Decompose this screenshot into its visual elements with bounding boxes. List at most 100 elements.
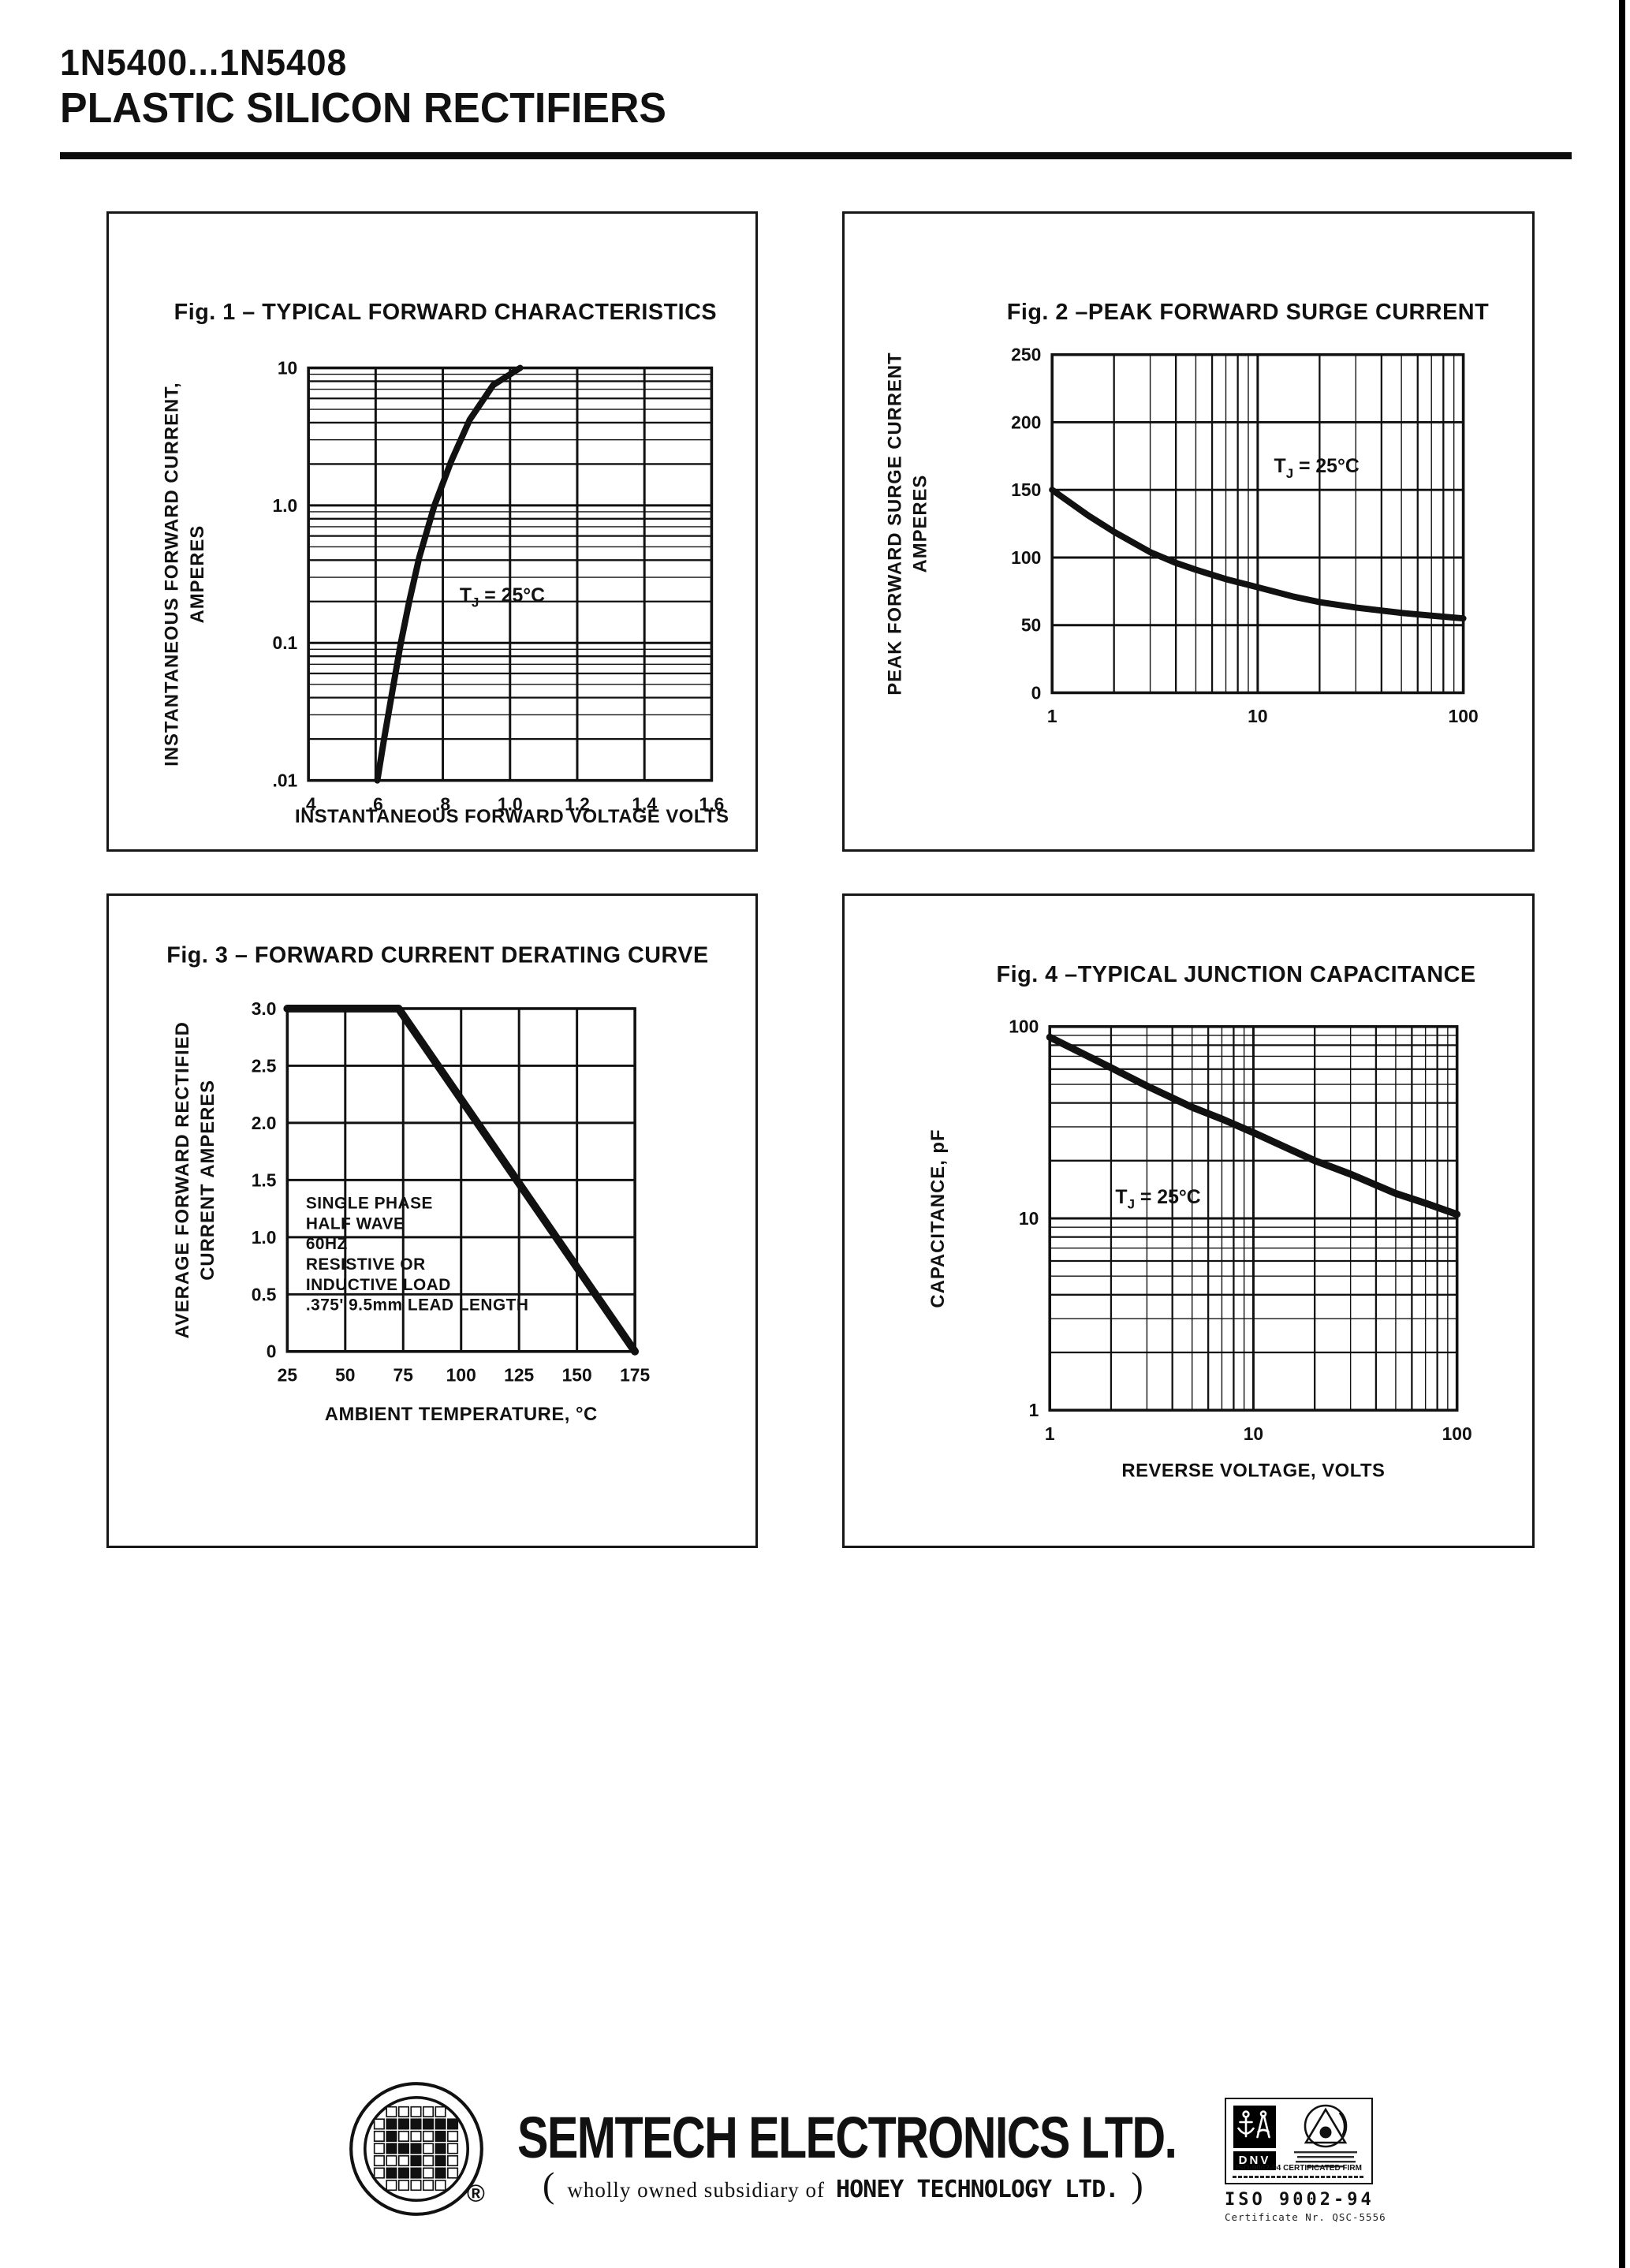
logo-pixel [410, 2167, 422, 2179]
y-tick-label: 100 [1009, 1016, 1039, 1037]
logo-pixel [386, 2106, 397, 2117]
part-number-range: 1N5400...1N5408 [60, 42, 348, 83]
fig2-curve-surge-current [1049, 487, 1467, 622]
logo-pixel [397, 2154, 409, 2167]
logo-pixel [386, 2167, 397, 2179]
fig1-chart: 101.00.1.01.4.6.8 1.0 1.2 1.4 1.6INSTANTANEO… [161, 300, 729, 827]
x-axis-label: AMBIENT TEMPERATURE, °C [325, 1404, 598, 1425]
x-tick-label: 1 [1047, 706, 1057, 726]
y-tick-label: 200 [1011, 412, 1041, 432]
logo-pixel [422, 2130, 435, 2142]
logo-pixel [386, 2118, 397, 2130]
x-tick-label: 1.6 [699, 793, 725, 814]
open-paren: ( [543, 2165, 555, 2205]
y-tick-label: 1.5 [252, 1169, 277, 1190]
load-condition-note: 60HZ [306, 1235, 348, 1253]
tj-annotation: TJ = 25°C [1115, 1187, 1200, 1212]
y-axis-label: PEAK FORWARD SURGE CURRENT [885, 352, 906, 695]
y-axis-label: AVERAGE FORWARD RECTIFIED [172, 1021, 193, 1338]
fig4-curve-junction-capacitance [1046, 1033, 1461, 1218]
y-tick-label: .01 [273, 770, 298, 791]
logo-pixel [435, 2143, 446, 2154]
anchor-icon [1237, 2110, 1270, 2139]
x-tick-label: 75 [394, 1365, 414, 1386]
page-title: PLASTIC SILICON RECTIFIERS [60, 84, 667, 132]
load-condition-note: HALF WAVE [306, 1214, 405, 1233]
x-tick-label: 1.0 [498, 793, 523, 814]
semtech-logo [347, 2080, 486, 2218]
accreditation-emblem-icon [1294, 2104, 1357, 2168]
figure-title: Fig. 1 – TYPICAL FORWARD CHARACTERISTICS [174, 300, 717, 325]
y-tick-label: 0.5 [252, 1284, 277, 1304]
logo-outer-ring [349, 2082, 483, 2216]
x-tick-label: 1.2 [565, 793, 590, 814]
x-tick-label: 100 [1442, 1423, 1472, 1444]
y-tick-label: 2.0 [252, 1113, 277, 1133]
y-axis-label: INSTANTANEOUS FORWARD CURRENT, [161, 382, 182, 766]
y-tick-label: 1.0 [252, 1227, 277, 1248]
x-axis-label: REVERSE VOLTAGE, VOLTS [1121, 1460, 1385, 1482]
y-tick-label: 10 [1019, 1208, 1039, 1229]
y-tick-label: 3.0 [252, 998, 277, 1019]
logo-pixel [447, 2130, 459, 2142]
x-axis-label: INSTANTANEOUS FORWARD VOLTAGE VOLTS [295, 806, 729, 827]
x-tick-label: 1 [1045, 1423, 1055, 1444]
logo-pixel [447, 2118, 459, 2130]
fig2-chart: 250 200 150 100 50 01 10 100 PEAK FORWARD SURGE … [885, 300, 1489, 726]
logo-pixel [410, 2118, 422, 2130]
x-tick-label: .4 [301, 793, 316, 814]
figure-title: Fig. 2 –PEAK FORWARD SURGE CURRENT [1007, 300, 1489, 325]
logo-pixel [373, 2143, 385, 2154]
y-axis-label: CURRENT AMPERES [197, 1080, 218, 1281]
plot-frame [285, 1007, 636, 1353]
logo-pixel [422, 2143, 435, 2154]
y-tick-label: 100 [1011, 547, 1041, 568]
fig4-panel: 100 10 1 1 10 100 REVERSE VOLTAGE, VOLTS CAPACI… [842, 893, 1535, 1548]
company-name: SEMTECH ELECTRONICS LTD. [517, 2105, 1177, 2170]
logo-pixel [397, 2118, 409, 2130]
logo-pixel [386, 2143, 397, 2154]
logo-pixel [422, 2106, 435, 2117]
fig3-panel: SINGLE PHASE HALF WAVE 60HZ RESISTIVE OR IND… [106, 893, 758, 1548]
logo-pixel [373, 2118, 385, 2130]
logo-pixel [410, 2180, 422, 2192]
x-tick-label: 150 [562, 1365, 592, 1386]
y-tick-label: 0 [1031, 682, 1042, 703]
logo-pixel [397, 2167, 409, 2179]
logo-inner-ring [363, 2095, 470, 2203]
registered-trademark-icon: ® [467, 2180, 485, 2207]
logo-pixel [373, 2154, 385, 2167]
load-condition-note: .375' 9.5mm LEAD LENGTH [306, 1296, 529, 1315]
title-underline-rule [60, 152, 1572, 159]
y-tick-label: 0.1 [273, 632, 298, 653]
certificate-number-line: Certificate Nr. QSC-5556 [1225, 2211, 1386, 2223]
logo-pixel [447, 2154, 459, 2167]
x-tick-label: 125 [504, 1365, 534, 1386]
logo-pixel [373, 2167, 385, 2179]
y-axis-label: CAPACITANCE, pF [927, 1128, 949, 1307]
y-tick-label: 1.0 [273, 495, 298, 516]
logo-pixel [435, 2106, 446, 2117]
logo-pixel [435, 2180, 446, 2192]
subsidiary-line: ( wholly owned subsidiary of HONEY TECHN… [543, 2165, 1143, 2205]
y-tick-label: 0 [267, 1341, 277, 1362]
subsidiary-company: HONEY TECHNOLOGY LTD. [836, 2176, 1119, 2203]
logo-pixel [435, 2167, 446, 2179]
dnv-logo: DNV [1233, 2151, 1276, 2170]
logo-pixel [422, 2118, 435, 2130]
logo-pixel [386, 2130, 397, 2142]
logo-pixel [422, 2167, 435, 2179]
y-axis-label: AMPERES [909, 475, 931, 573]
load-condition-note: INDUCTIVE LOAD [306, 1276, 451, 1294]
logo-pixel [447, 2143, 459, 2154]
logo-pixel [373, 2130, 385, 2142]
x-tick-label: 175 [620, 1365, 650, 1386]
x-tick-label: 10 [1248, 706, 1267, 726]
logo-pixel [435, 2154, 446, 2167]
page-edge-scan-line [1619, 0, 1625, 2268]
y-tick-label: 250 [1011, 345, 1041, 365]
x-tick-label: .6 [368, 793, 383, 814]
logo-pixel [447, 2167, 459, 2179]
